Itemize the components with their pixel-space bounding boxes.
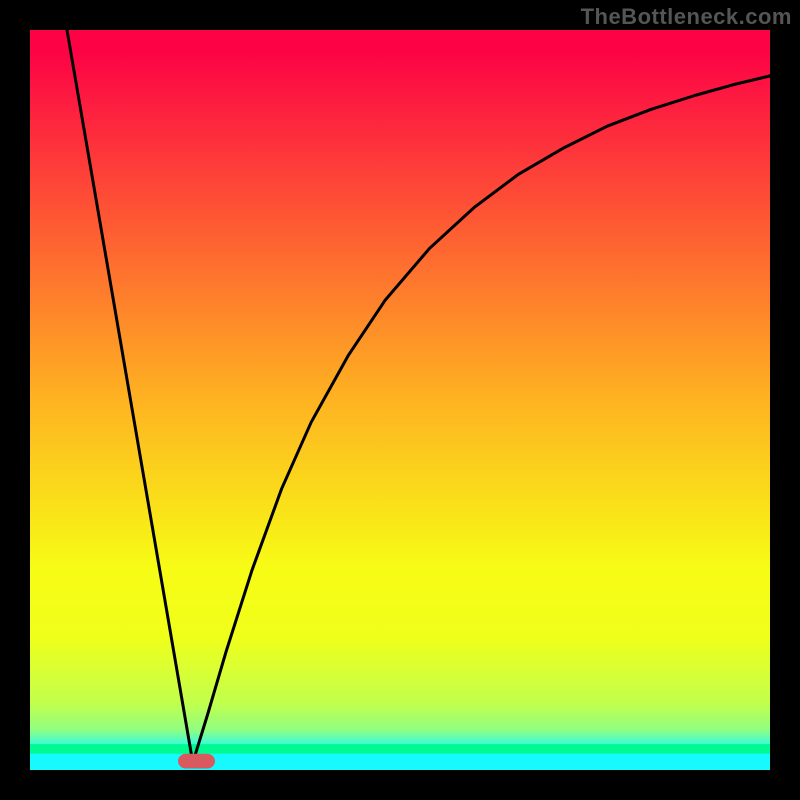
plot-background <box>30 30 770 770</box>
chart-container: TheBottleneck.com <box>0 0 800 800</box>
watermark-text: TheBottleneck.com <box>581 4 792 30</box>
green-band <box>30 744 770 754</box>
chart-svg <box>0 0 800 800</box>
bottleneck-marker <box>178 754 215 769</box>
